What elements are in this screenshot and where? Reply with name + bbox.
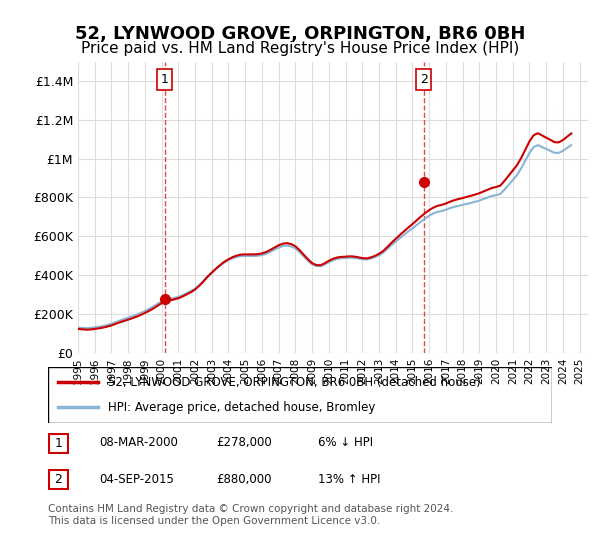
Text: HPI: Average price, detached house, Bromley: HPI: Average price, detached house, Brom…: [109, 400, 376, 414]
Text: 6% ↓ HPI: 6% ↓ HPI: [318, 436, 373, 449]
Text: 1: 1: [55, 437, 62, 450]
Text: 1: 1: [161, 73, 169, 86]
Text: £278,000: £278,000: [216, 436, 272, 449]
Text: 2: 2: [55, 473, 62, 486]
Text: 52, LYNWOOD GROVE, ORPINGTON, BR6 0BH (detached house): 52, LYNWOOD GROVE, ORPINGTON, BR6 0BH (d…: [109, 376, 481, 389]
Text: Price paid vs. HM Land Registry's House Price Index (HPI): Price paid vs. HM Land Registry's House …: [81, 41, 519, 56]
Text: £880,000: £880,000: [216, 473, 271, 486]
Text: Contains HM Land Registry data © Crown copyright and database right 2024.
This d: Contains HM Land Registry data © Crown c…: [48, 504, 454, 526]
Text: 08-MAR-2000: 08-MAR-2000: [99, 436, 178, 449]
Text: 04-SEP-2015: 04-SEP-2015: [99, 473, 174, 486]
Text: 13% ↑ HPI: 13% ↑ HPI: [318, 473, 380, 486]
Text: 52, LYNWOOD GROVE, ORPINGTON, BR6 0BH: 52, LYNWOOD GROVE, ORPINGTON, BR6 0BH: [75, 25, 525, 43]
Text: 2: 2: [419, 73, 428, 86]
